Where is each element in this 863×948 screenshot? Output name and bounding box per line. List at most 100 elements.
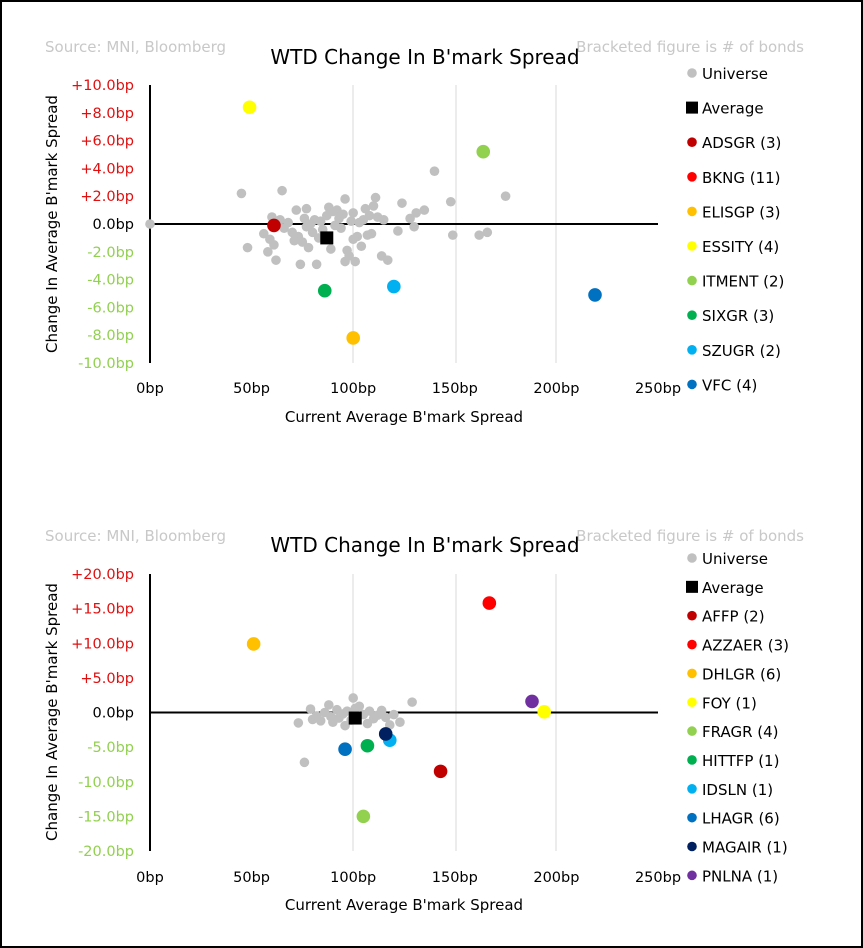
series-point-sixgr [317, 283, 332, 298]
x-tick-label: 50bp [233, 381, 270, 397]
universe-point [295, 259, 306, 270]
universe-point [474, 230, 484, 240]
x-tick-label: 200bp [533, 381, 579, 397]
legend-label-magair: MAGAIR (1) [702, 839, 788, 857]
x-tick-label: 150bp [432, 870, 478, 886]
legend-marker-hittfp [687, 755, 697, 765]
x-tick-label: 100bp [330, 870, 376, 886]
universe-point [297, 237, 308, 247]
legend-marker-lhagr [687, 812, 697, 823]
x-axis-label: Current Average B'mark Spread [285, 408, 523, 426]
universe-point [307, 227, 318, 238]
legend-marker-essity [687, 241, 697, 251]
x-tick-label: 100bp [330, 381, 376, 397]
universe-point [303, 242, 314, 253]
universe-point [405, 213, 415, 224]
universe-point [364, 706, 375, 716]
universe-point [299, 757, 310, 768]
legend-label-itment: ITMENT (2) [702, 273, 784, 291]
legend-marker-szugr [687, 345, 697, 355]
y-tick-label: -4.0bp [87, 273, 134, 289]
series-point-fragr [356, 809, 371, 824]
series-point-magair [378, 727, 393, 741]
universe-point [344, 251, 354, 261]
universe-point [366, 228, 377, 239]
legend-marker-affp [687, 610, 697, 621]
y-tick-label: 0.0bp [93, 706, 134, 722]
y-tick-label: +5.0bp [80, 671, 134, 687]
legend-label-hittfp: HITTFP (1) [702, 752, 779, 770]
legend-marker-fragr [687, 726, 697, 736]
chart-panel-2: Source: MNI, Bloomberg Bracketed figure i… [43, 527, 804, 914]
series-point-vfc [588, 288, 602, 302]
universe-point [360, 203, 371, 214]
y-tick-label: -5.0bp [87, 740, 134, 756]
legend-marker-foy [687, 697, 697, 708]
universe-point [326, 244, 336, 254]
y-tick-label: -6.0bp [87, 300, 134, 316]
legend-label-lhagr: LHAGR (6) [702, 810, 780, 828]
series-point-pnlna [525, 694, 539, 709]
universe-point [389, 709, 399, 720]
y-tick-label: +10.0bp [71, 636, 134, 652]
legend-label-pnlna: PNLNA (1) [702, 867, 778, 885]
legend-label-essity: ESSITY (4) [702, 238, 779, 256]
universe-point [397, 198, 407, 208]
legend-marker-universe [687, 553, 697, 563]
universe-point [311, 259, 322, 270]
chart-panel-1: Source: MNI, Bloomberg Bracketed figure i… [43, 38, 804, 426]
legend-marker-adsgr [687, 137, 697, 147]
universe-point [258, 228, 269, 239]
legend-label-average: Average [702, 579, 764, 597]
universe-point [315, 216, 326, 227]
x-tick-label: 200bp [533, 870, 579, 886]
legend-marker-pnlna [687, 870, 697, 881]
universe-point [482, 227, 493, 238]
universe-point [277, 185, 287, 196]
universe-point [380, 712, 391, 723]
universe-point [299, 213, 310, 224]
legend-label-affp: AFFP (2) [702, 608, 765, 626]
universe-point [364, 210, 375, 221]
y-tick-label: -15.0bp [78, 809, 134, 825]
universe-point [356, 241, 367, 252]
y-tick-label: 0.0bp [93, 217, 134, 233]
legend-marker-dhlgr [687, 668, 697, 679]
legend-marker-sixgr [687, 310, 697, 321]
legend-marker-idsln [687, 784, 697, 794]
legend-marker-average [686, 580, 698, 593]
universe-point [368, 201, 379, 211]
legend-marker-vfc [687, 379, 697, 390]
series-point-itment [476, 144, 491, 159]
universe-point [407, 697, 417, 707]
y-tick-label: -20.0bp [78, 844, 134, 860]
y-tick-label: +15.0bp [71, 602, 134, 618]
legend-marker-elisgp [687, 206, 697, 217]
universe-point [242, 242, 253, 253]
universe-point [336, 223, 346, 233]
x-axis-label: Current Average B'mark Spread [285, 896, 523, 914]
source-note: Source: MNI, Bloomberg [45, 38, 226, 56]
average-marker [320, 231, 334, 245]
universe-point [354, 701, 365, 712]
x-tick-label: 150bp [432, 381, 478, 397]
universe-point [340, 194, 350, 204]
y-tick-label: -10.0bp [78, 356, 134, 372]
universe-point [291, 205, 302, 215]
legend-label-dhlgr: DHLGR (6) [702, 665, 781, 683]
y-tick-label: +10.0bp [71, 78, 134, 94]
universe-point [409, 221, 419, 232]
universe-point [315, 716, 326, 726]
legend-label-bkng: BKNG (11) [702, 169, 781, 187]
y-tick-label: +6.0bp [80, 134, 134, 150]
universe-point [340, 720, 350, 731]
universe-point [376, 705, 387, 716]
legend-marker-bkng [687, 172, 697, 182]
legend-label-universe: Universe [702, 65, 768, 83]
legend-label-adsgr: ADSGR (3) [702, 134, 781, 152]
universe-point [269, 240, 279, 250]
series-point-affp [433, 764, 448, 779]
universe-point [324, 700, 334, 710]
